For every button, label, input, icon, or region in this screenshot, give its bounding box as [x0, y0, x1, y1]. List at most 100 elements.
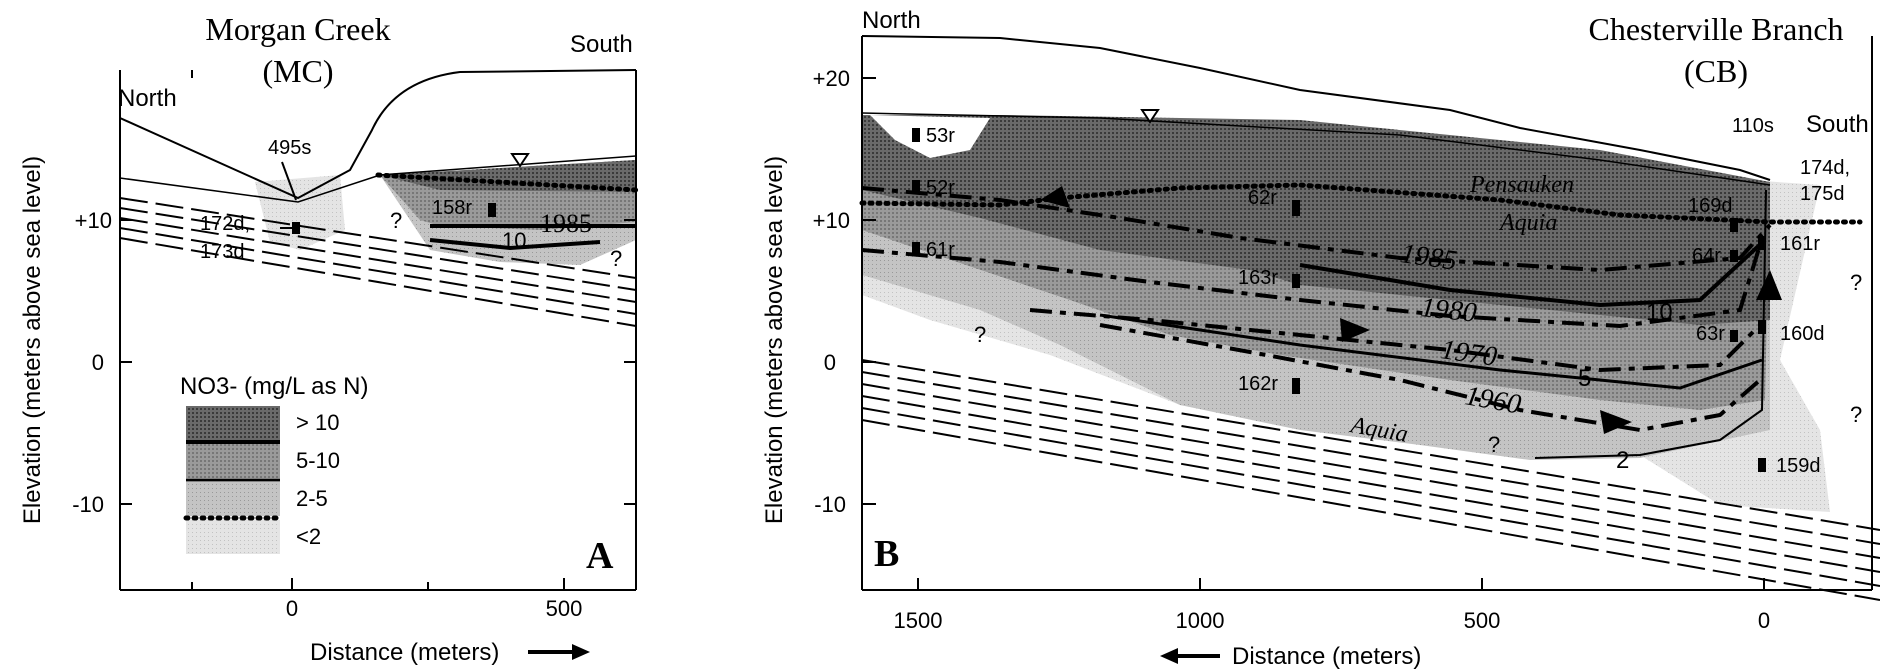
- ytick-label-a-10: +10: [75, 208, 112, 233]
- flow-arrow-icon: [1040, 186, 1070, 208]
- ytick-label-b-0: 0: [824, 350, 836, 375]
- well-label-62r: 62r: [1248, 187, 1277, 209]
- pointer-495s: [281, 161, 297, 201]
- well-label-174d: 174d,: [1800, 157, 1850, 179]
- isochron-label-b-1985: 1985: [1399, 238, 1459, 276]
- well-marker-52r: [912, 180, 920, 194]
- panel-b-south: South: [1806, 111, 1869, 138]
- well-marker-53r: [912, 128, 920, 142]
- ytick-label-a-m10: -10: [72, 492, 104, 517]
- well-marker-161r: [1758, 236, 1766, 250]
- contour-b-10: [1299, 238, 1767, 308]
- isochron-b-1960: [1099, 323, 1762, 433]
- panel-b: Chesterville Branch (CB) North South 53r…: [761, 7, 1880, 670]
- ytick-label-b-10: +10: [813, 208, 850, 233]
- xtick-label-a-500: 500: [546, 596, 583, 621]
- well-marker-159d: [1758, 458, 1766, 472]
- well-label-61r: 61r: [926, 239, 955, 261]
- well-label-162r: 162r: [1238, 373, 1278, 395]
- land-surface-a: [119, 69, 637, 200]
- isochron-a-1985: [375, 172, 639, 193]
- well-marker-169d: [1730, 218, 1738, 232]
- well-label-163r: 163r: [1238, 267, 1278, 289]
- well-label-158r: 158r: [432, 197, 472, 219]
- well-marker-61r: [912, 242, 920, 256]
- question-a-2: ?: [610, 246, 622, 271]
- x-axis-label-b: Distance (meters): [1232, 643, 1421, 670]
- water-table-a: [119, 155, 637, 203]
- xtick-label-b-1500: 1500: [894, 608, 943, 633]
- panel-b-title-1: Chesterville Branch: [1588, 11, 1843, 47]
- legend-label-lt2: <2: [296, 524, 321, 549]
- panel-b-north: North: [862, 7, 921, 34]
- ytick-label-b-m10: -10: [814, 492, 846, 517]
- land-surface-b: [861, 35, 1771, 181]
- formation-label-aquia-upper: Aquia: [1498, 210, 1557, 236]
- isochron-label-b-1980: 1980: [1419, 292, 1478, 329]
- water-table-symbol-b: [1140, 109, 1160, 124]
- well-marker-63r: [1730, 330, 1738, 342]
- xtick-label-b-0: 0: [1758, 608, 1770, 633]
- well-label-64r: 64r: [1692, 245, 1721, 267]
- panel-a-title-1: Morgan Creek: [205, 11, 390, 47]
- isochron-label-b-1970: 1970: [1439, 334, 1499, 372]
- contour-label-b-10: 10: [1646, 299, 1673, 326]
- contour-label-a-10: 10: [502, 228, 526, 253]
- isochron-b-1980: [861, 244, 1762, 329]
- panel-b-title-2: (CB): [1684, 53, 1748, 89]
- well-label-161r: 161r: [1780, 233, 1820, 255]
- contour-b-2: [1534, 189, 1767, 459]
- y-axis-label-a: Elevation (meters above sea level): [19, 156, 46, 524]
- confining-bed-b: [861, 359, 1880, 601]
- x-axis-label-a: Distance (meters): [310, 639, 499, 666]
- ytick-label-b-20: +20: [813, 66, 850, 91]
- well-label-173d: 173d: [200, 241, 245, 263]
- legend-title: NO3- (mg/L as N): [180, 373, 368, 400]
- well-marker-163r: [1292, 274, 1300, 288]
- water-table-b: [861, 112, 1771, 186]
- zone-a-light: [255, 175, 345, 250]
- legend-label-gt10: > 10: [296, 410, 339, 435]
- well-label-175d: 175d: [1800, 183, 1845, 205]
- cutout-b: [870, 115, 990, 158]
- panel-a-letter: A: [586, 535, 614, 577]
- y-axis-label-b: Elevation (meters above sea level): [761, 156, 788, 524]
- well-label-160d: 160d: [1780, 323, 1825, 345]
- legend-swatch-light: [186, 520, 280, 554]
- well-marker-160d: [1758, 320, 1766, 334]
- question-b-2: ?: [1488, 432, 1500, 457]
- question-b-4: ?: [1850, 402, 1862, 427]
- well-label-63r: 63r: [1696, 323, 1725, 345]
- water-table-symbol-a: [510, 153, 530, 168]
- zone-b-darkest: [862, 115, 1770, 325]
- legend-label-2-5: 2-5: [296, 486, 328, 511]
- well-label-172d: 172d,: [200, 213, 250, 235]
- well-marker-64r: [1730, 250, 1738, 262]
- xtick-label-b-500: 500: [1464, 608, 1501, 633]
- isochron-label-a-1985: 1985: [540, 209, 592, 238]
- well-marker-172d: [292, 222, 300, 234]
- ytick-label-a-0: 0: [92, 350, 104, 375]
- legend-swatch-medium: [186, 482, 280, 516]
- question-a-1: ?: [390, 208, 402, 233]
- panel-a-north: North: [118, 85, 177, 112]
- well-label-169d: 169d: [1688, 195, 1733, 217]
- isochron-b-1970: [1029, 308, 1757, 373]
- pensauken-aquia-contact: [859, 182, 1863, 225]
- legend: NO3- (mg/L as N) > 10 5-10 2-5 <2: [180, 373, 368, 554]
- legend-swatch-darkest: [186, 406, 280, 440]
- legend-label-5-10: 5-10: [296, 448, 340, 473]
- well-label-495s: 495s: [268, 137, 311, 159]
- panel-a: Morgan Creek (MC) North South 495s 172d,…: [19, 11, 639, 666]
- confining-bed-a: [119, 197, 637, 327]
- panel-a-south: South: [570, 31, 633, 58]
- question-b-1: ?: [974, 322, 986, 347]
- formation-label-pensauken: Pensauken: [1469, 172, 1574, 198]
- well-label-159d: 159d: [1776, 455, 1821, 477]
- xtick-label-b-1000: 1000: [1176, 608, 1225, 633]
- contour-b-5: [1099, 313, 1763, 390]
- arrow-left-icon: [1160, 648, 1220, 664]
- panel-a-title-2: (MC): [262, 53, 333, 89]
- well-marker-62r: [1292, 200, 1300, 216]
